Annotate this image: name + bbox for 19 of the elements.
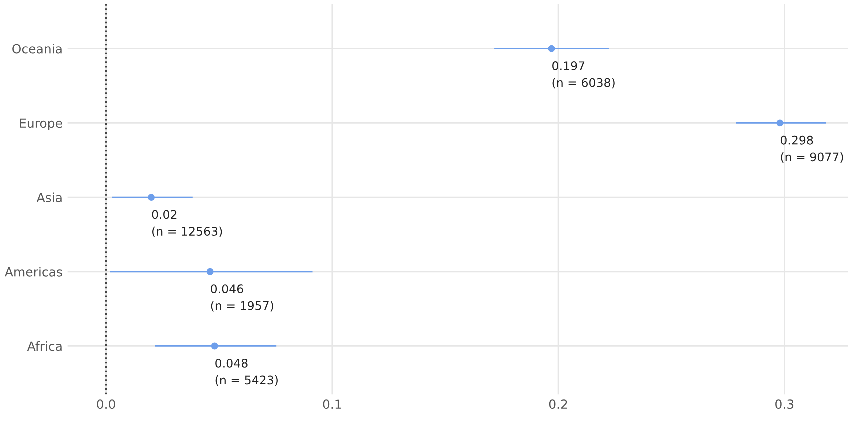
data-label: 0.197 (n = 6038) [552,62,615,89]
y-tick-label: Americas [5,267,62,277]
x-tick-label: 0.3 [776,400,794,410]
y-tick-label: Oceania [12,44,62,54]
y-tick-label: Europe [20,118,62,131]
x-tick-label: 0.0 [97,400,116,410]
data-label: 0.02 (n = 12563) [152,210,222,238]
point [148,194,155,202]
x-tick-label: 0.2 [549,400,568,410]
x-tick-label: 0.1 [323,400,342,410]
data-label: 0.046 (n = 1957) [211,284,274,312]
point [776,120,784,127]
point [548,45,556,52]
data-label: 0.298 (n = 9077) [780,136,844,164]
y-tick-label: Asia [36,192,62,202]
data-label: 0.048 (n = 5423) [216,358,278,386]
point [206,268,214,276]
y-tick-label: Africa [27,341,62,352]
point [211,342,218,350]
